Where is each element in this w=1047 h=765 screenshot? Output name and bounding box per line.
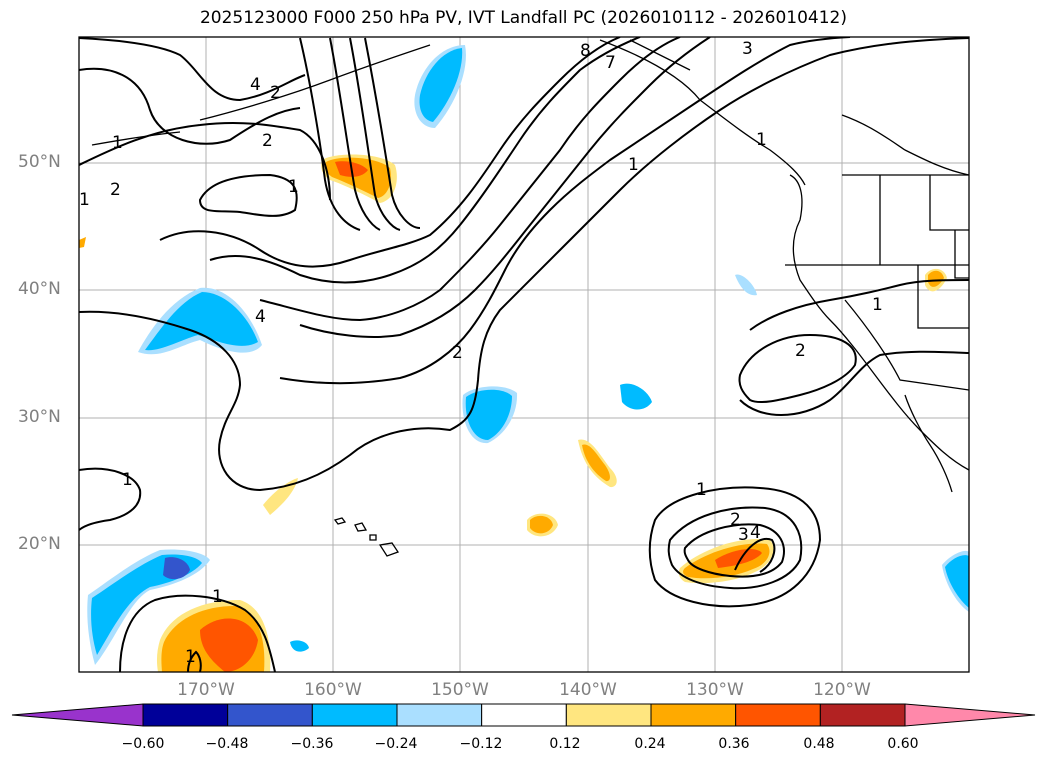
colorbar-label: 0.36 bbox=[718, 736, 750, 752]
contour-label: 1 bbox=[756, 130, 767, 150]
lon-label-120w: 120°W bbox=[813, 680, 871, 700]
lon-label-160w: 160°W bbox=[304, 680, 362, 700]
map-title: 2025123000 F000 250 hPa PV, IVT Landfall… bbox=[199, 8, 847, 28]
contour-label: 4 bbox=[255, 307, 266, 327]
contour-label: 1 bbox=[185, 647, 196, 667]
lon-label-140w: 140°W bbox=[559, 680, 617, 700]
contour-label: 1 bbox=[288, 177, 299, 197]
lat-label-20n: 20°N bbox=[18, 534, 61, 554]
contour-label: 4 bbox=[250, 75, 261, 95]
map-frame bbox=[78, 36, 970, 673]
colorbar-label: 0.60 bbox=[887, 736, 919, 752]
contour-label: 2 bbox=[730, 510, 741, 530]
contour-label: 2 bbox=[452, 343, 463, 363]
colorbar-label: −0.60 bbox=[121, 736, 165, 752]
colorbar-label: 0.12 bbox=[549, 736, 581, 752]
colorbar-label: 0.48 bbox=[803, 736, 835, 752]
contour-label: 2 bbox=[262, 131, 273, 151]
contour-label: 1 bbox=[122, 470, 133, 490]
contour-label: 4 bbox=[750, 523, 761, 543]
contour-label: 7 bbox=[605, 53, 616, 73]
lat-label-40n: 40°N bbox=[18, 279, 61, 299]
contour-label: 1 bbox=[112, 133, 123, 153]
colorbar-label: −0.24 bbox=[374, 736, 418, 752]
contour-label: 3 bbox=[742, 39, 753, 59]
coastlines bbox=[91, 39, 969, 557]
contour-label: 2 bbox=[110, 180, 121, 200]
lon-label-170w: 170°W bbox=[177, 680, 235, 700]
contour-label: 1 bbox=[212, 587, 223, 607]
colorbar-label: 0.24 bbox=[634, 736, 666, 752]
contour-label: 2 bbox=[795, 341, 806, 361]
contour-label: 3 bbox=[738, 525, 749, 545]
contour-label: 8 bbox=[580, 41, 591, 61]
contour-label: 1 bbox=[872, 295, 883, 315]
colorbar-label: −0.48 bbox=[205, 736, 249, 752]
lat-label-30n: 30°N bbox=[18, 407, 61, 427]
colorbar-label: −0.12 bbox=[459, 736, 503, 752]
contour-label: 1 bbox=[628, 155, 639, 175]
colorbar-label: −0.36 bbox=[290, 736, 334, 752]
gridlines bbox=[79, 37, 969, 672]
lon-label-150w: 150°W bbox=[431, 680, 489, 700]
lat-label-50n: 50°N bbox=[18, 152, 61, 172]
contour-label: 1 bbox=[79, 190, 90, 210]
positive-anomaly-shading bbox=[79, 154, 947, 672]
contour-label: 1 bbox=[696, 480, 707, 500]
pv-contours bbox=[79, 37, 969, 672]
contour-label: 2 bbox=[270, 83, 281, 103]
negative-anomaly-shading bbox=[87, 45, 969, 665]
lon-label-130w: 130°W bbox=[686, 680, 744, 700]
